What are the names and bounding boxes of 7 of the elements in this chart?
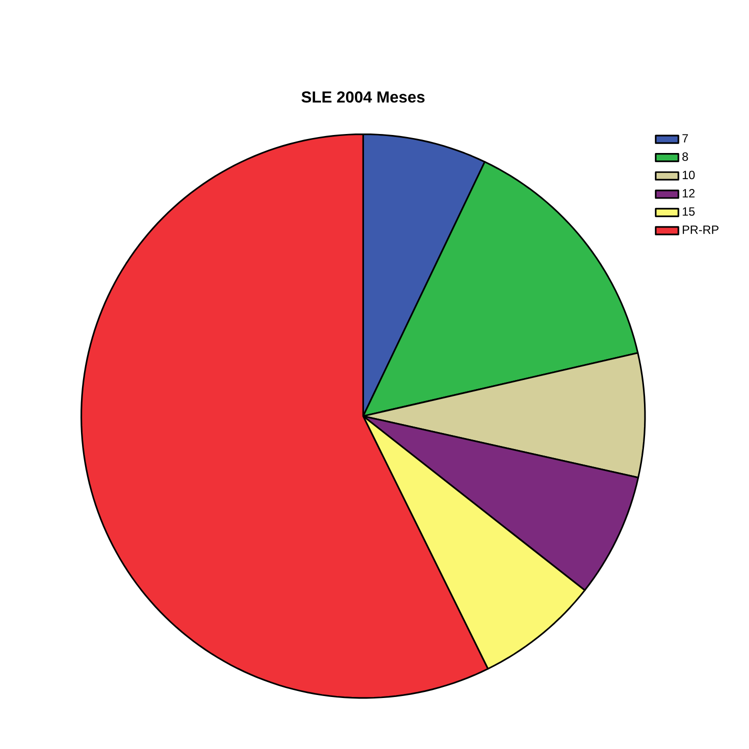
legend-label: 15 <box>682 207 695 216</box>
legend-label: 8 <box>682 152 688 161</box>
chart-title: SLE 2004 Meses <box>302 91 425 103</box>
legend-label: PR-RP <box>682 226 718 234</box>
legend-label: 7 <box>682 134 688 142</box>
legend-label: 10 <box>682 170 695 180</box>
legend-label: 12 <box>682 189 695 198</box>
